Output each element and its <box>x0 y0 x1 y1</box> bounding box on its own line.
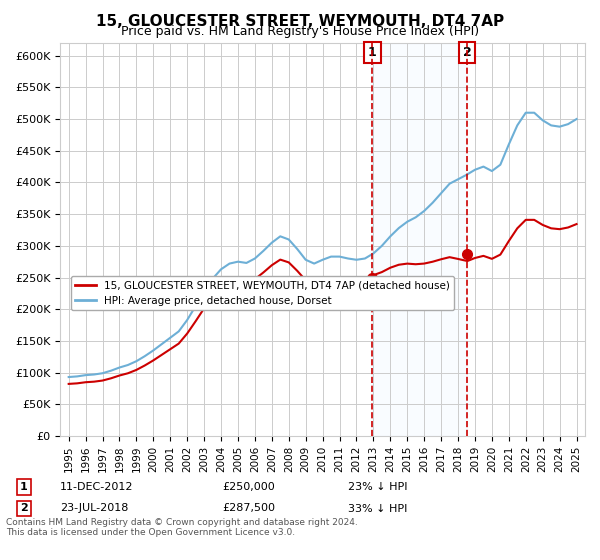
Text: £287,500: £287,500 <box>222 503 275 514</box>
Text: 15, GLOUCESTER STREET, WEYMOUTH, DT4 7AP: 15, GLOUCESTER STREET, WEYMOUTH, DT4 7AP <box>96 14 504 29</box>
Bar <box>373 43 467 436</box>
Text: £250,000: £250,000 <box>222 482 275 492</box>
Text: Contains HM Land Registry data © Crown copyright and database right 2024.
This d: Contains HM Land Registry data © Crown c… <box>6 518 358 538</box>
Text: Price paid vs. HM Land Registry's House Price Index (HPI): Price paid vs. HM Land Registry's House … <box>121 25 479 38</box>
Text: 23-JUL-2018: 23-JUL-2018 <box>60 503 128 514</box>
Text: 1: 1 <box>20 482 28 492</box>
Text: 11-DEC-2012: 11-DEC-2012 <box>60 482 133 492</box>
Legend: 15, GLOUCESTER STREET, WEYMOUTH, DT4 7AP (detached house), HPI: Average price, d: 15, GLOUCESTER STREET, WEYMOUTH, DT4 7AP… <box>71 276 454 310</box>
Text: 1: 1 <box>368 46 377 59</box>
Text: 2: 2 <box>20 503 28 514</box>
Text: 33% ↓ HPI: 33% ↓ HPI <box>348 503 407 514</box>
Text: 23% ↓ HPI: 23% ↓ HPI <box>348 482 407 492</box>
Text: 2: 2 <box>463 46 472 59</box>
